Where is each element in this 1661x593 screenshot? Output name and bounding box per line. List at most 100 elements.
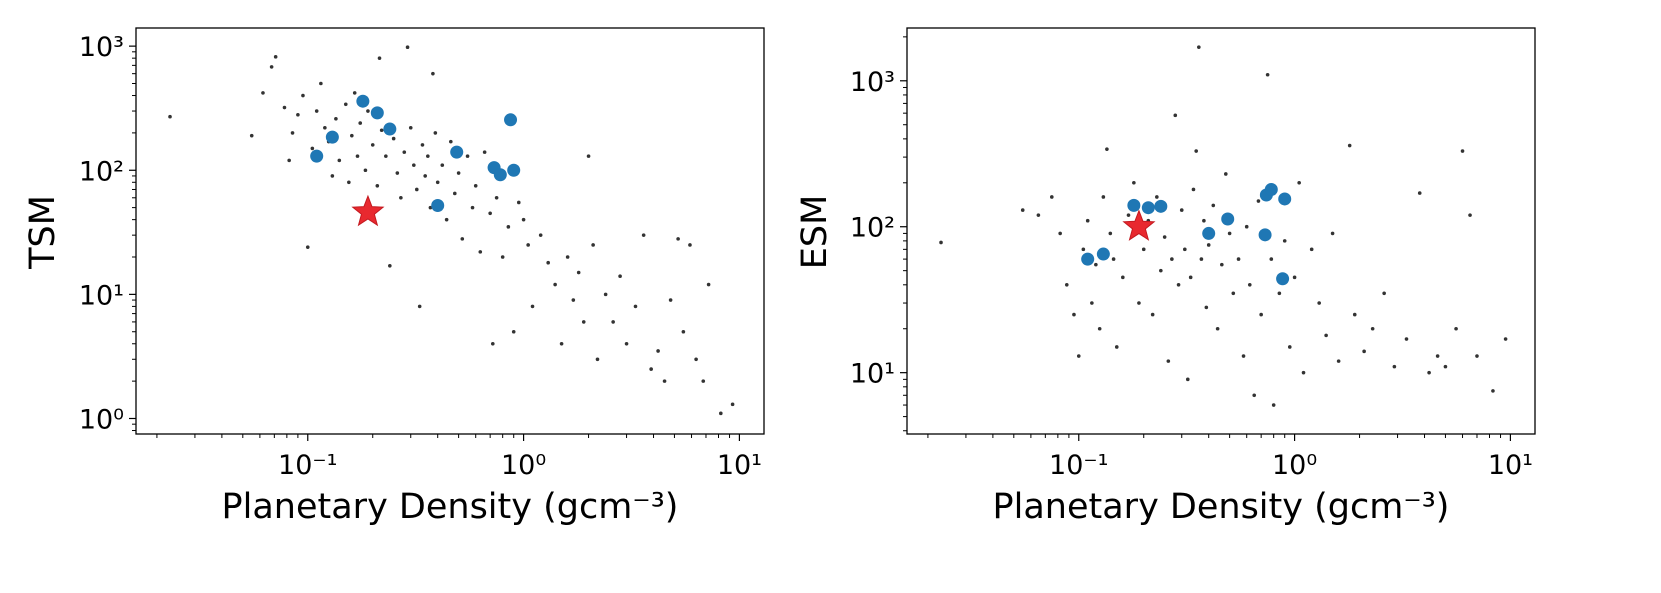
scatter-point [688,243,692,247]
scatter-point [1159,268,1163,273]
scatter-point [168,114,172,119]
scatter-point [649,367,653,371]
scatter-point [465,154,470,158]
scatter-point [334,116,338,121]
scatter-point [1085,218,1090,223]
scatter-point [1241,354,1246,358]
scatter-point [1126,213,1131,217]
scatter-point [1097,326,1102,331]
highlight-point [507,163,521,177]
scatter-point [1137,301,1141,305]
scatter-point [282,105,287,110]
scatter-point [1330,231,1335,236]
scatter-point [460,237,465,241]
x-tick-label: 10⁰ [501,450,546,481]
scatter-point [1247,283,1252,287]
scatter-point [428,205,433,210]
scatter-point [1191,187,1196,192]
scatter-point [273,55,278,59]
scatter-point [249,133,254,138]
highlight-point [1278,192,1292,206]
scatter-point [553,282,557,287]
highlight-point [1154,199,1168,213]
target-star-marker [351,194,385,227]
scatter-point [482,150,487,154]
scatter-point [269,65,274,69]
scatter-point [440,163,445,167]
scatter-point [1081,247,1086,252]
scatter-point [1179,208,1184,212]
scatter-point [1317,301,1321,305]
x-tick-label: 10⁻¹ [278,450,337,481]
tsm-ticks-layer: 10⁻¹ 10⁰ 10¹ 10⁰ 10¹ 10² 10³ [79,32,762,481]
highlight-point [1202,226,1216,240]
scatter-point [1282,239,1287,243]
esm-ticks-layer: 10⁻¹ 10⁰ 10¹ 10¹ 10² 10³ [850,36,1533,481]
scatter-point [1064,283,1069,287]
scatter-point [1197,45,1201,49]
scatter-point [414,187,419,192]
scatter-point [1121,275,1125,280]
highlight-point [383,122,397,136]
scatter-point [405,45,410,50]
scatter-point [1094,262,1098,267]
scatter-point [1176,283,1181,287]
scatter-point [431,71,435,76]
y-tick-label: 10² [850,213,895,244]
scatter-point [1287,345,1292,349]
scatter-point [1427,370,1431,375]
scatter-point [1336,359,1341,363]
scatter-point [1324,333,1328,338]
scatter-point [296,112,300,117]
scatter-point [1491,389,1495,393]
scatter-point [668,298,673,302]
scatter-point [412,163,416,167]
scatter-point [1443,364,1448,369]
scatter-point [337,158,342,163]
highlight-point [1081,252,1095,266]
scatter-point [426,154,430,158]
scatter-point [435,180,440,185]
scatter-point [500,255,505,259]
scatter-point [1460,149,1465,153]
highlight-point [356,94,370,108]
scatter-point [377,56,382,60]
scatter-point [1036,213,1041,217]
esm-y-axis-label: ESM [795,195,835,270]
scatter-point [676,237,680,241]
scatter-point [1503,337,1508,341]
highlight-point [1264,182,1278,196]
scatter-point [694,357,698,362]
scatter-point [452,191,457,196]
highlight-point [1276,272,1290,286]
scatter-point [641,233,646,237]
scatter-point [611,320,615,324]
scatter-point [1309,247,1314,252]
scatter-point [516,200,521,205]
scatter-point [1227,231,1232,236]
scatter-point [1101,195,1106,199]
scatter-point [1370,326,1375,331]
highlight-point [450,145,464,159]
scatter-point [511,329,516,334]
scatter-point [591,243,595,247]
esm-x-axis-label: Planetary Density (gcm⁻³) [993,487,1450,527]
scatter-point [586,154,591,158]
scatter-point [1185,377,1190,382]
scatter-point [490,341,495,346]
scatter-point [456,171,461,175]
scatter-point [1166,359,1171,363]
x-tick-label: 10⁻¹ [1049,450,1108,481]
esm-highlight-layer [1081,182,1292,286]
scatter-point [314,109,319,113]
scatter-point [1352,312,1357,317]
scatter-point [1382,291,1386,296]
scatter-point [488,211,492,216]
scatter-point [1223,172,1228,176]
scatter-point [449,139,453,144]
scatter-point [1188,275,1193,280]
scatter-point [388,263,392,268]
scatter-point [370,143,375,147]
esm-plot-frame [906,27,1536,435]
